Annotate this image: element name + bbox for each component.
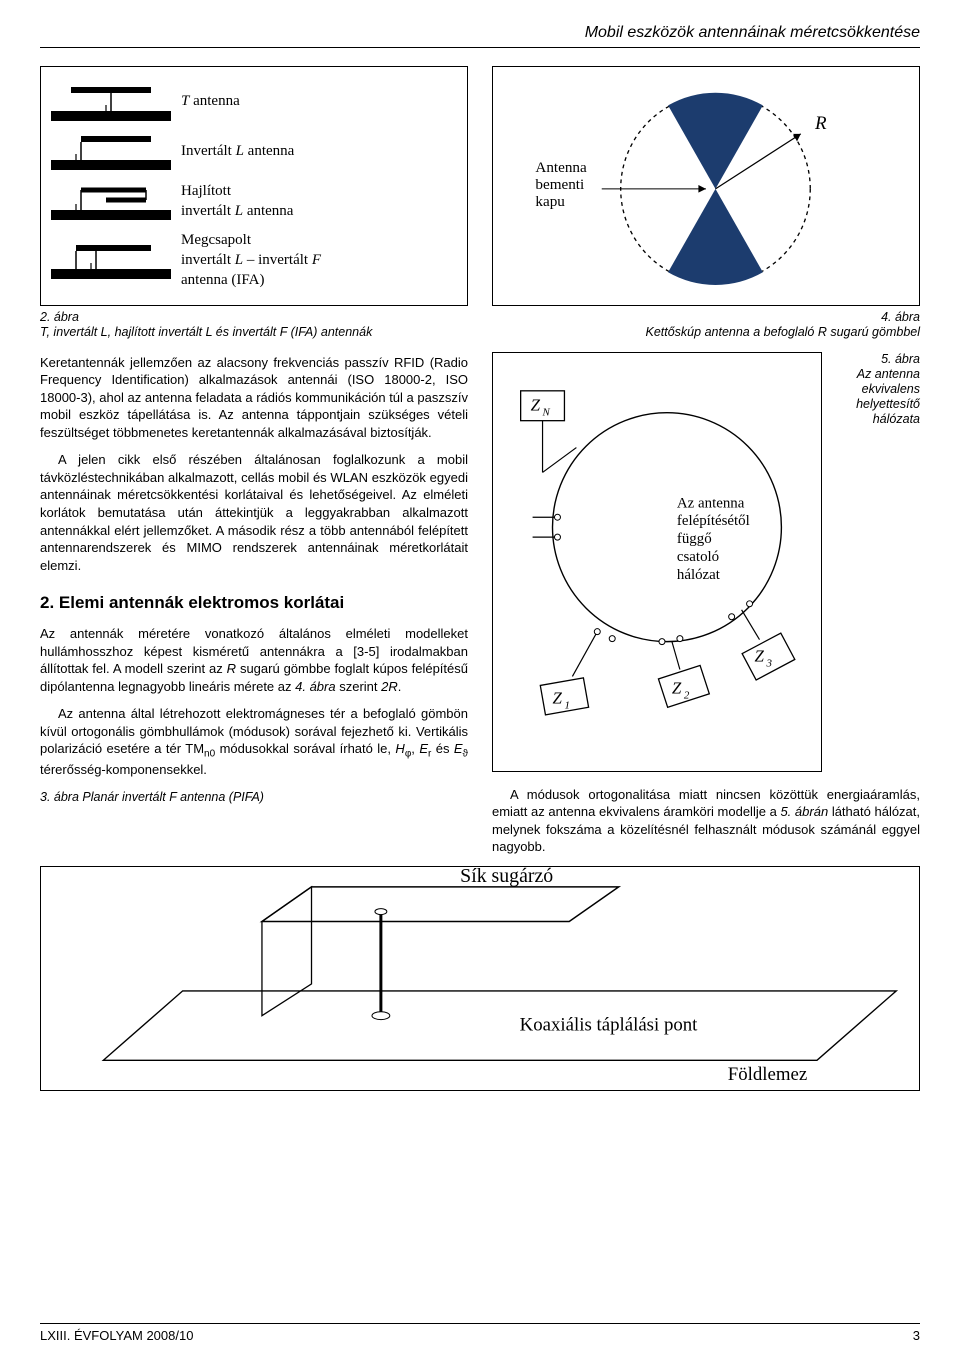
page-footer: LXIII. ÉVFOLYAM 2008/10 3 — [40, 1323, 920, 1345]
svg-text:Z: Z — [755, 646, 765, 665]
figure-5-caption: 5. ábra Az antenna ekvivalens helyettesí… — [830, 352, 920, 427]
fig4-text: Kettőskúp antenna a befoglaló R sugarú g… — [646, 325, 921, 339]
figure-4-box: R Antenna bementi kapu — [492, 66, 920, 306]
left-para-2: A jelen cikk első részében általánosan f… — [40, 451, 468, 574]
fig2-text: T, invertált L, hajlított invertált L és… — [40, 325, 372, 339]
bent-l-label: Hajlítottinvertált L antenna — [181, 181, 293, 222]
antenna-row-invL: Invertált L antenna — [51, 130, 457, 172]
svg-text:2: 2 — [684, 689, 690, 701]
fig3-feed-label: Koaxiális táplálási pont — [520, 1014, 699, 1035]
svg-text:bementi: bementi — [535, 175, 584, 192]
right-para: A módusok ortogonalitása miatt nincsen k… — [492, 786, 920, 856]
ifa-label: Megcsapoltinvertált L – invertált Fanten… — [181, 230, 321, 291]
fig4-num: 4. ábra — [881, 310, 920, 324]
fig3-ground-label: Földlemez — [728, 1064, 807, 1085]
left-column: T antenna Invertált L antenna — [40, 66, 468, 856]
svg-text:Antenna: Antenna — [535, 158, 587, 175]
svg-text:hálózat: hálózat — [677, 567, 721, 583]
fig2-num: 2. ábra — [40, 310, 79, 324]
right-column: R Antenna bementi kapu 4. ábra Kettőskúp… — [492, 66, 920, 856]
t-antenna-label: T antenna — [181, 91, 240, 111]
figure-3-box: Sík sugárzó Koaxiális táplálási pont Föl… — [40, 866, 920, 1091]
section-2-heading: 2. Elemi antennák elektromos korlátai — [40, 592, 468, 615]
bent-l-icon — [51, 180, 171, 222]
inverted-l-icon — [51, 130, 171, 172]
svg-text:Z: Z — [672, 678, 682, 697]
footer-right: 3 — [913, 1327, 920, 1345]
figure-5-wrap: Z N Az antenna felépítésétől függő csato… — [492, 352, 920, 772]
running-head: Mobil eszközök antennáinak méretcsökkent… — [40, 22, 920, 48]
svg-text:1: 1 — [564, 699, 569, 711]
fig5-text: Az antenna ekvivalens helyettesítő hálóz… — [856, 367, 920, 426]
t-antenna-icon — [51, 81, 171, 123]
footer-left: LXIII. ÉVFOLYAM 2008/10 — [40, 1327, 193, 1345]
svg-text:Z: Z — [553, 688, 563, 707]
svg-text:3: 3 — [765, 657, 772, 669]
svg-text:csatoló: csatoló — [677, 549, 719, 565]
sec2-para-2: Az antenna által létrehozott elektromágn… — [40, 705, 468, 779]
ifa-icon — [51, 239, 171, 281]
svg-text:kapu: kapu — [535, 192, 565, 209]
svg-text:Az antenna: Az antenna — [677, 495, 745, 511]
svg-text:N: N — [542, 406, 551, 418]
fig5-num: 5. ábra — [881, 352, 920, 366]
sec2-para-1: Az antennák méretére vonatkozó általános… — [40, 625, 468, 695]
fig3-radiator-label: Sík sugárzó — [460, 867, 553, 887]
figure-2-box: T antenna Invertált L antenna — [40, 66, 468, 306]
figure-4-caption: 4. ábra Kettőskúp antenna a befoglaló R … — [492, 310, 920, 340]
inverted-l-label: Invertált L antenna — [181, 141, 294, 161]
svg-text:Z: Z — [531, 395, 541, 414]
figure-3-caption: 3. ábra Planár invertált F antenna (PIFA… — [40, 789, 468, 806]
antenna-row-ifa: Megcsapoltinvertált L – invertált Fanten… — [51, 230, 457, 291]
antenna-row-bentL: Hajlítottinvertált L antenna — [51, 180, 457, 222]
two-column-layout: T antenna Invertált L antenna — [40, 66, 920, 856]
left-para-1: Keretantennák jellemzően az alacsony fre… — [40, 354, 468, 442]
svg-text:R: R — [814, 113, 827, 134]
figure-3-area: Sík sugárzó Koaxiális táplálási pont Föl… — [40, 866, 920, 1091]
svg-text:felépítésétől: felépítésétől — [677, 513, 750, 529]
svg-text:függő: függő — [677, 531, 712, 547]
figure-2-caption: 2. ábra T, invertált L, hajlított invert… — [40, 310, 468, 340]
figure-5-box: Z N Az antenna felépítésétől függő csato… — [492, 352, 822, 772]
antenna-row-t: T antenna — [51, 81, 457, 123]
